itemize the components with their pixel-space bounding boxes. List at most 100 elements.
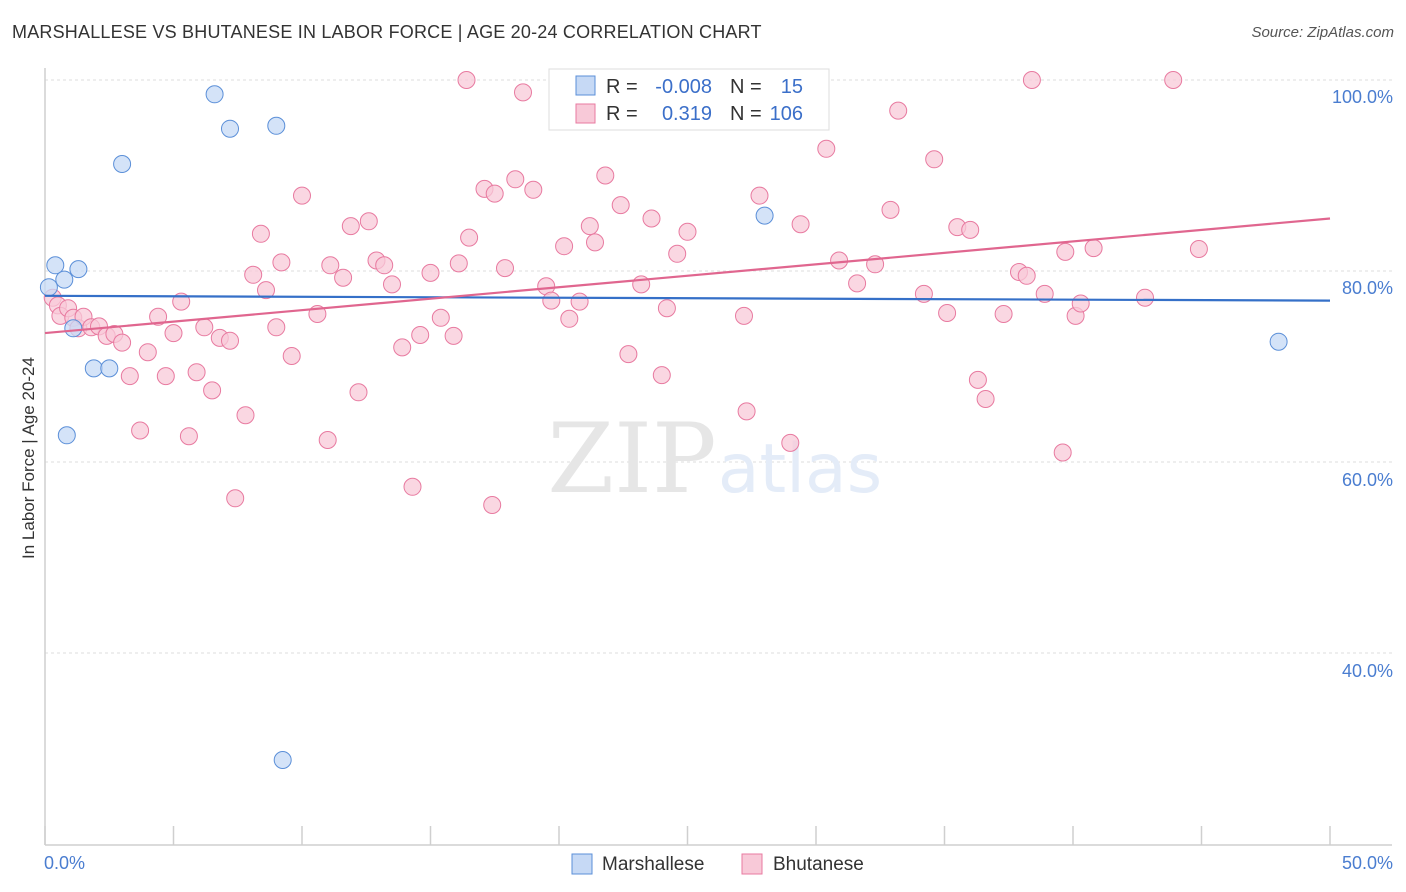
point-marshallese-12	[755, 206, 774, 225]
point-bhutanese-55	[485, 184, 504, 203]
point-bhutanese-19	[179, 427, 198, 446]
point-bhutanese-104	[1136, 288, 1154, 307]
point-marshallese-3	[69, 260, 88, 279]
grid	[45, 79, 1392, 654]
point-bhutanese-74	[668, 244, 687, 263]
point-bhutanese-32	[282, 347, 301, 365]
point-bhutanese-48	[431, 308, 450, 327]
point-marshallese-0	[39, 278, 58, 297]
point-bhutanese-40	[359, 212, 378, 231]
point-bhutanese-30	[267, 318, 286, 337]
point-bhutanese-56	[496, 259, 514, 278]
series-legend: Marshallese Bhutanese	[571, 853, 864, 875]
point-bhutanese-85	[881, 200, 900, 219]
point-marshallese-6	[84, 359, 103, 378]
x-tick-label-max: 50.0%	[1342, 853, 1393, 873]
point-bhutanese-37	[334, 268, 353, 287]
point-bhutanese-35	[318, 431, 337, 449]
legend-swatch-marshallese	[571, 853, 593, 875]
trend-line-bhutanese	[44, 217, 1331, 335]
point-marshallese-13	[1269, 332, 1288, 351]
point-bhutanese-73	[657, 299, 676, 318]
point-bhutanese-38	[341, 217, 360, 236]
y-axis-label: In Labor Force | Age 20-24	[19, 357, 38, 559]
point-marshallese-11	[267, 116, 286, 135]
legend-label-marshallese: Marshallese	[602, 854, 704, 875]
point-bhutanese-106	[1189, 240, 1208, 258]
point-bhutanese-43	[383, 275, 401, 294]
point-bhutanese-51	[457, 71, 476, 89]
point-marshallese-1	[46, 256, 65, 275]
point-bhutanese-102	[1071, 294, 1090, 313]
point-bhutanese-77	[737, 402, 756, 421]
watermark: ZIP atlas	[547, 403, 882, 515]
point-bhutanese-67	[596, 166, 615, 185]
stats-n-value-marshallese: 15	[781, 76, 803, 98]
point-bhutanese-52	[460, 228, 479, 247]
point-bhutanese-75	[678, 222, 697, 241]
legend-label-bhutanese: Bhutanese	[773, 854, 864, 875]
stats-legend-frame	[548, 68, 830, 131]
point-bhutanese-97	[1022, 71, 1041, 89]
point-bhutanese-68	[611, 196, 630, 215]
point-bhutanese-47	[421, 263, 440, 282]
point-bhutanese-25	[226, 489, 245, 508]
point-bhutanese-28	[251, 224, 270, 243]
stats-r-value-marshallese: -0.008	[655, 76, 712, 98]
point-bhutanese-100	[1056, 242, 1075, 261]
point-bhutanese-91	[961, 220, 980, 239]
point-bhutanese-15	[149, 307, 168, 326]
watermark-atlas: atlas	[718, 430, 882, 509]
point-bhutanese-92	[968, 370, 987, 389]
point-bhutanese-13	[131, 421, 150, 440]
stats-swatch-marshallese	[575, 75, 596, 96]
x-tick-label-min: 0.0%	[44, 853, 85, 873]
y-tick-label-60: 60.0%	[1342, 470, 1393, 490]
point-bhutanese-17	[164, 324, 183, 343]
point-bhutanese-24	[221, 331, 239, 350]
point-bhutanese-63	[560, 309, 579, 328]
point-bhutanese-72	[652, 366, 671, 385]
point-bhutanese-44	[393, 338, 412, 357]
point-bhutanese-78	[750, 186, 769, 205]
point-bhutanese-45	[403, 477, 422, 496]
point-bhutanese-22	[203, 381, 222, 400]
x-ticks	[44, 826, 1331, 845]
point-bhutanese-82	[830, 251, 849, 270]
point-bhutanese-49	[444, 326, 463, 345]
point-bhutanese-66	[586, 233, 604, 252]
point-bhutanese-31	[272, 253, 291, 272]
stats-r-label-bhutanese: R =	[606, 103, 638, 125]
point-bhutanese-33	[293, 186, 311, 205]
point-bhutanese-20	[187, 363, 206, 382]
trend-line-marshallese	[44, 294, 1331, 302]
point-bhutanese-57	[506, 170, 525, 189]
point-bhutanese-46	[411, 326, 430, 344]
watermark-zip: ZIP	[547, 403, 716, 515]
point-bhutanese-42	[375, 256, 394, 275]
stats-n-label-bhutanese: N =	[730, 103, 762, 125]
point-bhutanese-39	[349, 383, 368, 402]
point-marshallese-10	[221, 119, 239, 138]
point-bhutanese-81	[817, 139, 836, 158]
point-marshallese-5	[57, 426, 76, 445]
point-bhutanese-21	[195, 318, 214, 337]
y-tick-label-80: 80.0%	[1342, 278, 1393, 298]
point-bhutanese-50	[449, 254, 468, 273]
chart-source: Source: ZipAtlas.com	[1251, 24, 1394, 41]
chart-title: MARSHALLESE VS BHUTANESE IN LABOR FORCE …	[12, 22, 762, 42]
point-marshallese-2	[55, 270, 74, 289]
point-bhutanese-89	[938, 304, 957, 322]
y-tick-label-100: 100.0%	[1332, 87, 1393, 107]
point-marshallese-8	[113, 155, 132, 173]
point-bhutanese-12	[120, 367, 139, 386]
point-bhutanese-79	[781, 433, 800, 452]
point-bhutanese-62	[555, 237, 574, 256]
point-bhutanese-83	[848, 274, 867, 293]
point-bhutanese-61	[542, 291, 561, 310]
point-marshallese-4	[64, 319, 83, 338]
point-bhutanese-103	[1084, 239, 1103, 258]
point-bhutanese-99	[1053, 443, 1072, 462]
point-bhutanese-27	[244, 265, 263, 284]
y-tick-label-40: 40.0%	[1342, 661, 1393, 681]
